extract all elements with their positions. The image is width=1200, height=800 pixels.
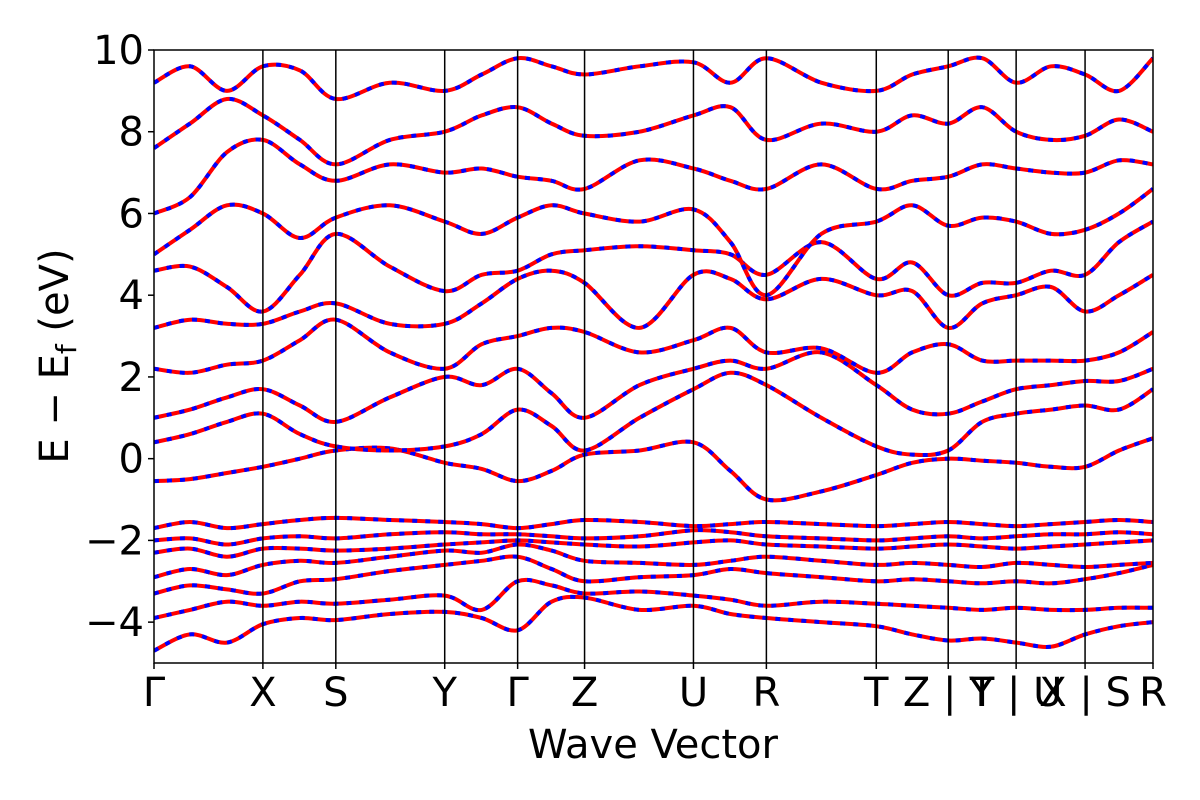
band-line-blue-dashed [154,55,1153,102]
y-tick-label: 2 [119,355,144,401]
y-axis-title: E − Ef (eV) [32,248,83,463]
band-line-blue-dashed [154,317,1153,375]
band-line-blue-dashed [154,350,1153,424]
band-line-blue-dashed [154,370,1153,458]
y-tick-label: −4 [85,600,144,646]
y-tick-label: −2 [85,518,144,564]
band-line-blue-dashed [154,187,1153,298]
x-tick-label: Γ [143,670,166,716]
band-lines [154,55,1153,653]
band-line-red [154,577,1153,620]
x-tick-label: R [1139,670,1167,716]
x-axis-title: Wave Vector [528,722,779,768]
x-tick-label: Y [431,670,457,716]
x-tick-label: R [752,670,780,716]
x-tick-label: S [323,670,348,716]
x-tick-label: U [679,670,708,716]
plot-frame [153,49,1154,664]
band-line-blue-dashed [154,554,1153,596]
band-line-blue-dashed [154,542,1153,580]
y-axis-ticks: −4 −2 0 2 4 6 8 10 [85,28,154,646]
high-symmetry-lines [262,50,1086,663]
y-tick-label: 6 [119,191,144,237]
x-tick-label: T | U [969,670,1063,716]
y-tick-label: 8 [119,110,144,156]
band-line-blue-dashed [154,515,1153,531]
y-tick-label: 0 [119,437,144,483]
y-tick-label: 4 [119,273,144,319]
band-line-blue-dashed [154,219,1153,314]
x-tick-label: X | S [1039,670,1131,716]
x-tick-label: X [249,670,276,716]
band-line-red [154,137,1153,216]
band-line-blue-dashed [154,268,1153,330]
x-tick-label: Z | Y [903,670,994,716]
band-line-blue-dashed [154,528,1153,547]
x-tick-label: T [863,670,889,716]
band-line-blue-dashed [154,538,1153,559]
band-line-blue-dashed [154,594,1153,653]
band-line-blue-dashed [154,436,1153,503]
y-tick-label: 10 [93,28,144,74]
band-line-blue-dashed [154,96,1153,167]
x-tick-label: Γ [506,670,529,716]
x-tick-label: Z [571,670,598,716]
